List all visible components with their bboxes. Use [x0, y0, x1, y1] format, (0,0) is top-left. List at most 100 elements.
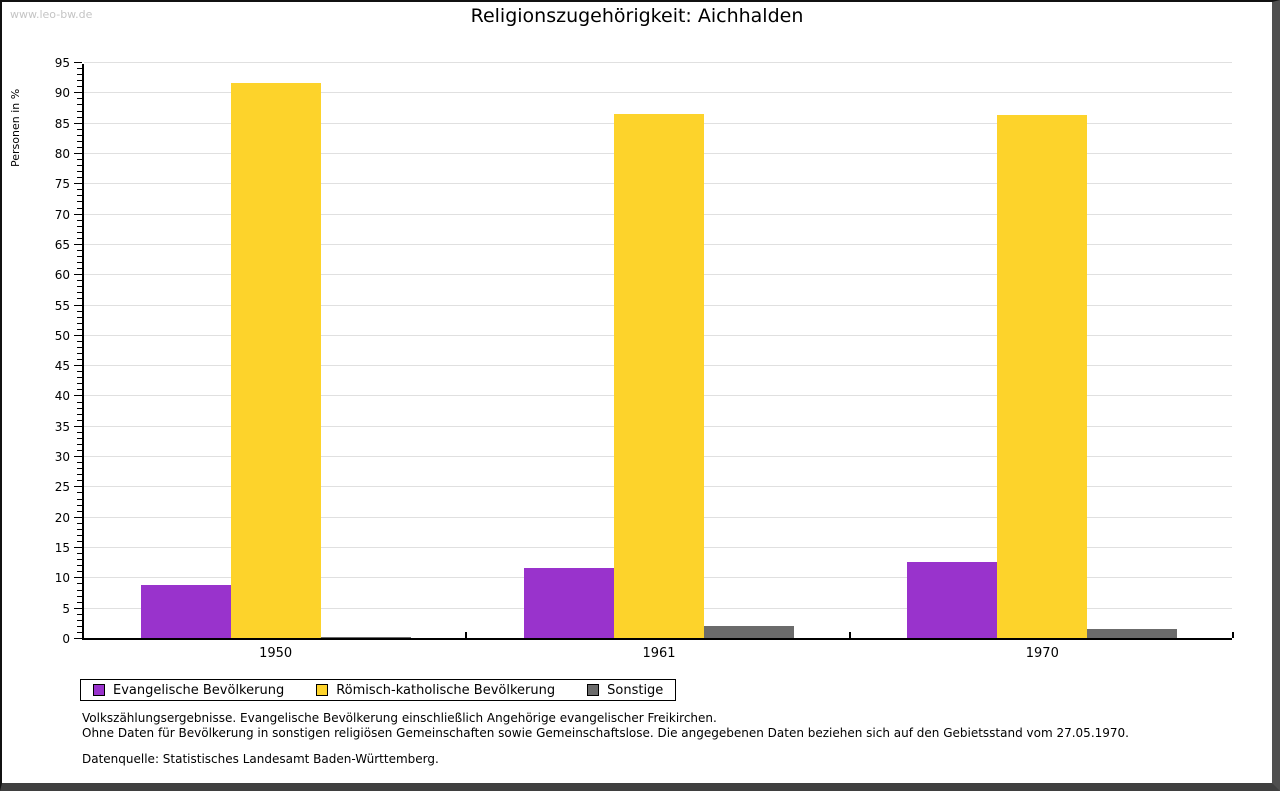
y-axis-minor-tick — [77, 522, 82, 524]
y-axis-minor-tick — [77, 353, 82, 355]
y-axis-minor-tick — [77, 280, 82, 282]
y-axis-tick-label: 40 — [54, 389, 70, 404]
y-axis-tick-label: 15 — [54, 541, 70, 556]
y-axis-tick-label: 70 — [54, 207, 70, 222]
y-axis-minor-tick — [77, 631, 82, 633]
y-axis-minor-tick — [77, 140, 82, 142]
y-axis-minor-tick — [77, 571, 82, 573]
y-axis-minor-tick — [77, 86, 82, 88]
y-axis-minor-tick — [77, 413, 82, 415]
y-axis-tick-label: 50 — [54, 328, 70, 343]
legend-swatch-icon — [587, 684, 600, 696]
y-axis-minor-tick — [77, 480, 82, 482]
y-axis-minor-tick — [77, 231, 82, 233]
y-axis-minor-tick — [77, 613, 82, 615]
y-axis-minor-tick — [77, 310, 82, 312]
x-axis-label-1961: 1961 — [642, 646, 676, 661]
y-axis-minor-tick — [77, 553, 82, 555]
y-axis-minor-tick — [77, 268, 82, 270]
y-axis-minor-tick — [77, 292, 82, 294]
x-axis-tick — [848, 632, 851, 638]
y-axis-minor-tick — [77, 625, 82, 627]
y-axis-minor-tick — [77, 498, 82, 500]
legend-item-1: Römisch-katholische Bevölkerung — [316, 683, 555, 698]
y-axis-tick-label: 60 — [54, 268, 70, 283]
y-axis-minor-tick — [77, 492, 82, 494]
y-axis-minor-tick — [77, 328, 82, 330]
y-axis-tick-label: 35 — [54, 419, 70, 434]
y-axis-minor-tick — [77, 322, 82, 324]
y-axis-tick-label: 55 — [54, 298, 70, 313]
y-axis-minor-tick — [77, 377, 82, 379]
bar-1950-series-1 — [230, 83, 321, 638]
x-axis-label-1950: 1950 — [259, 646, 293, 661]
y-axis-minor-tick — [77, 401, 82, 403]
x-axis-tick — [465, 632, 468, 638]
y-axis-minor-tick — [77, 559, 82, 561]
bar-1961-series-0 — [524, 568, 614, 638]
y-axis-minor-tick — [77, 595, 82, 597]
y-axis-tick-label: 0 — [62, 632, 70, 646]
y-axis-tick — [74, 547, 82, 549]
y-axis-minor-tick — [77, 619, 82, 621]
legend-swatch-icon — [93, 684, 105, 696]
y-axis-minor-tick — [77, 443, 82, 445]
y-axis-tick-label: 95 — [54, 56, 70, 70]
y-axis-tick-label: 80 — [54, 146, 70, 161]
y-axis-minor-tick — [77, 316, 82, 318]
y-axis-tick-label: 45 — [54, 359, 70, 374]
chart-title: Religionszugehörigkeit: Aichhalden — [470, 5, 804, 27]
data-source: Datenquelle: Statistisches Landesamt Bad… — [82, 752, 439, 766]
y-axis-minor-tick — [77, 383, 82, 385]
y-axis-minor-tick — [77, 359, 82, 361]
y-axis-minor-tick — [77, 177, 82, 179]
y-axis-tick — [74, 607, 82, 609]
y-axis-tick — [74, 395, 82, 397]
y-axis-tick — [74, 456, 82, 458]
y-axis-minor-tick — [77, 565, 82, 567]
bar-1970-series-2 — [1087, 628, 1178, 638]
y-axis-tick — [74, 365, 82, 367]
y-axis-minor-tick — [77, 298, 82, 300]
y-axis-minor-tick — [77, 462, 82, 464]
y-axis-minor-tick — [77, 165, 82, 167]
y-axis-tick — [74, 516, 82, 518]
bar-1970-series-0 — [907, 562, 998, 638]
y-axis-minor-tick — [77, 68, 82, 70]
y-axis-minor-tick — [77, 541, 82, 542]
footnote-line-1: Volkszählungsergebnisse. Evangelische Be… — [82, 711, 717, 725]
y-axis-tick — [74, 152, 82, 154]
legend-item-0: Evangelische Bevölkerung — [93, 683, 284, 698]
y-axis-tick — [74, 577, 82, 579]
y-axis-minor-tick — [77, 437, 82, 439]
bar-1950-series-2 — [320, 637, 411, 638]
y-axis-minor-tick — [77, 146, 82, 148]
bar-1961-series-1 — [614, 114, 704, 638]
y-axis-tick-label: 25 — [54, 480, 70, 495]
gridline — [84, 92, 1232, 94]
y-axis-title: Personen in % — [9, 88, 22, 167]
y-axis-minor-tick — [77, 419, 82, 421]
y-axis-minor-tick — [77, 171, 82, 173]
y-axis-minor-tick — [77, 98, 82, 100]
y-axis-minor-tick — [77, 286, 82, 288]
legend: Evangelische Bevölkerung Römisch-katholis… — [80, 679, 677, 701]
y-axis-minor-tick — [77, 528, 82, 530]
y-axis-tick-label: 30 — [54, 450, 70, 465]
y-axis-tick — [74, 62, 82, 63]
y-axis-tick-label: 5 — [62, 601, 70, 616]
y-axis-minor-tick — [77, 74, 82, 76]
y-axis-minor-tick — [77, 389, 82, 391]
y-axis-minor-tick — [77, 534, 82, 536]
legend-label: Evangelische Bevölkerung — [113, 682, 285, 698]
plot-area: 0 5 10 15 20 25 30 35 40 45 50 55 60 65 70 75 80 85 90 95 19… — [55, 56, 1234, 661]
y-axis-minor-tick — [77, 219, 82, 221]
y-axis-minor-tick — [77, 159, 82, 161]
y-axis-minor-tick — [77, 80, 82, 82]
y-axis-tick — [74, 122, 82, 124]
legend-swatch-icon — [316, 684, 329, 696]
y-axis-minor-tick — [77, 134, 82, 136]
y-axis-minor-tick — [77, 583, 82, 585]
y-axis-minor-tick — [77, 468, 82, 470]
